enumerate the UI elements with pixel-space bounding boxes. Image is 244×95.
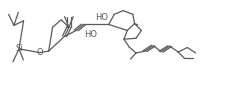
Text: Si: Si [15, 44, 23, 53]
Text: O: O [36, 48, 43, 57]
Text: HO: HO [95, 13, 108, 23]
Text: HO: HO [84, 30, 97, 39]
